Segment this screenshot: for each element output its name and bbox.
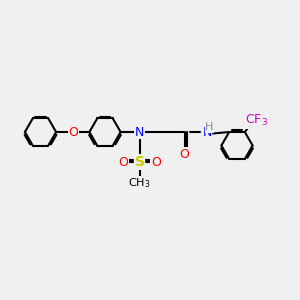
Text: H: H <box>205 122 214 133</box>
Text: O: O <box>118 155 128 169</box>
Text: N: N <box>202 125 212 139</box>
Text: O: O <box>69 125 78 139</box>
Text: O: O <box>151 155 161 169</box>
Text: O: O <box>180 148 189 161</box>
Text: CF$_3$: CF$_3$ <box>245 113 268 128</box>
Text: N: N <box>135 125 144 139</box>
Text: S: S <box>134 155 145 169</box>
Text: CH$_3$: CH$_3$ <box>128 176 151 190</box>
